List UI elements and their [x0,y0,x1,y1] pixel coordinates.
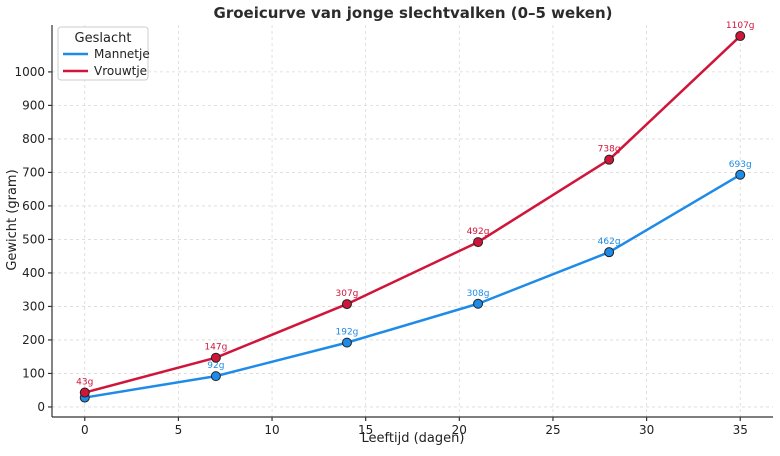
data-point-vrouwtje [79,387,90,398]
legend-label-vrouwtje: Vrouwtje [94,64,147,78]
y-tick-label: 300 [22,299,45,313]
x-axis-title: Leeftijd (dagen) [362,431,465,446]
data-label-mannetje: 693g [729,160,752,170]
data-point-mannetje [210,371,221,382]
data-point-mannetje [735,169,746,180]
data-point-vrouwtje [735,31,746,42]
x-tick-label: 35 [733,423,748,437]
grid [52,25,773,417]
data-label-vrouwtje: 492g [467,227,490,237]
data-label-vrouwtje: 147g [204,343,227,353]
data-point-mannetje [473,298,484,309]
x-tick-label: 10 [264,423,279,437]
x-tick-label: 15 [358,423,373,437]
x-tick-label: 25 [545,423,560,437]
data-point-vrouwtje [473,237,484,248]
y-tick-label: 600 [22,199,45,213]
x-tick-label: 20 [452,423,467,437]
data-label-mannetje: 192g [336,328,359,338]
data-point-mannetje [604,247,615,258]
y-axis-ticks: 0 100 200 300 400 500 600 700 800 900 1000 [14,65,52,414]
y-tick-label: 400 [22,266,45,280]
legend-title: Geslacht [75,31,132,46]
data-label-vrouwtje: 738g [598,145,621,155]
x-tick-label: 0 [81,423,89,437]
axes [51,25,773,418]
y-tick-label: 1000 [14,65,45,79]
y-tick-label: 900 [22,98,45,112]
series-vrouwtje: 43g 147g 307g 492g 738g 1107g [76,21,755,398]
y-tick-label: 200 [22,333,45,347]
data-label-vrouwtje: 307g [336,289,359,299]
data-label-mannetje: 462g [598,237,621,247]
legend-label-mannetje: Mannetje [94,47,150,61]
data-label-mannetje: 308g [467,289,490,299]
data-point-vrouwtje [604,154,615,165]
x-axis-ticks: 0 5 10 15 20 25 30 35 [81,417,748,437]
y-tick-label: 100 [22,366,45,380]
y-tick-label: 800 [22,132,45,146]
data-label-vrouwtje: 43g [76,378,93,388]
y-axis-title: Gewicht (gram) [5,169,20,270]
y-tick-label: 0 [37,400,45,414]
series-line-mannetje [84,173,741,399]
legend: Geslacht Mannetje Vrouwtje [57,26,150,81]
x-tick-label: 30 [639,423,654,437]
x-tick-label: 5 [175,423,183,437]
series-group: 92g 192g 308g 462g 693g 43g 147g 307g 492g 738g 11… [76,21,755,403]
y-tick-label: 700 [22,165,45,179]
data-point-mannetje [341,337,352,348]
data-label-vrouwtje: 1107g [726,21,755,31]
series-line-vrouwtje [84,35,742,394]
data-label-mannetje: 92g [207,361,224,371]
y-tick-label: 500 [22,232,45,246]
legend-box [57,26,149,81]
data-point-vrouwtje [210,352,221,363]
data-point-vrouwtje [341,299,352,310]
chart-title: Groeicurve van jonge slechtvalken (0–5 w… [214,4,613,22]
